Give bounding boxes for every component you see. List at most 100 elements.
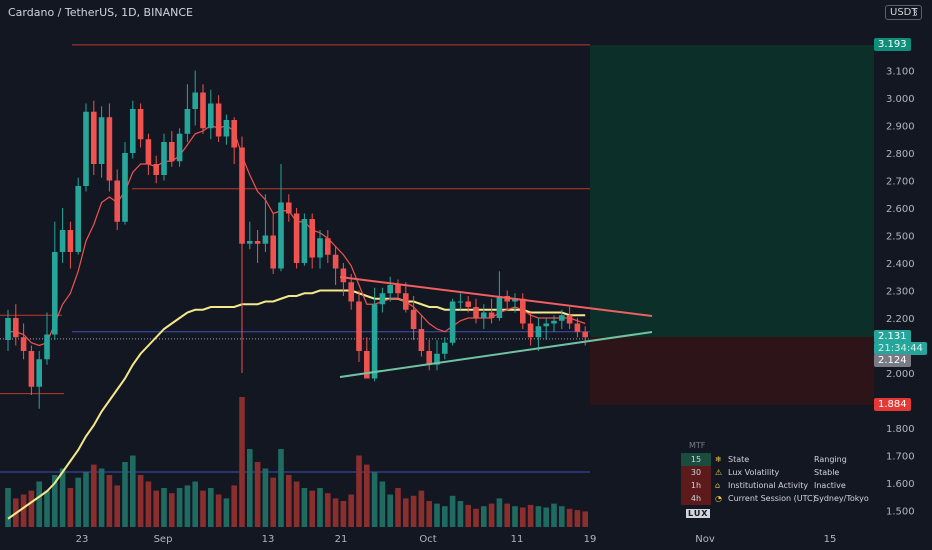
time-axis[interactable]: 23 Sep 13 21 Oct 11 19 Nov 15 [76,534,837,545]
candle-body [153,164,159,175]
candle-body [512,298,518,302]
stop-price-tag: 1.884 [874,398,911,411]
candle-body [106,117,113,181]
triangle-trendlines [339,276,653,378]
candle-body [169,142,175,162]
candle-body [465,301,471,307]
volume-bar [574,510,581,527]
volume-bar [395,488,401,527]
currency-badge[interactable]: USDT [885,5,923,20]
y-tick-label: 1.500 [886,507,915,518]
volume-bar [559,506,565,527]
candle-body [449,301,456,343]
snowflake-icon: ❄ [715,455,722,464]
candle-body [161,142,167,175]
candle-body [5,318,11,340]
x-tick-label: 11 [511,534,524,545]
volume-bar [106,475,113,527]
candle-body [309,219,315,258]
volume-bar [44,490,50,527]
y-tick-label: 2.800 [886,149,915,160]
volume-bar [262,468,269,527]
trade-zones [590,44,874,405]
volume-bar [332,498,339,527]
candle-body [13,318,19,338]
candle-body [457,301,464,303]
volume-bar [270,477,276,527]
ascending-trendline [339,331,653,378]
horizontal-levels [0,44,590,473]
candle-body [527,323,534,338]
candle-body [215,103,222,137]
candle-body [176,133,183,162]
candle-body [254,241,261,244]
candle-body [379,293,386,305]
volume-bar [137,475,144,527]
candle-body [488,312,495,318]
volume-bar [98,468,105,527]
volume-bar [434,503,440,527]
volume-bar [239,397,245,527]
volume-bar [67,488,74,527]
volume-bar [481,506,487,527]
candlesticks [5,70,588,409]
candle-body [582,331,588,338]
candle-body [434,353,440,365]
x-tick-label: 13 [262,534,275,545]
volume-bar [215,494,222,527]
candle-body [262,235,269,244]
volume-bar [457,501,464,527]
volume-bar [200,490,206,527]
y-tick-label: 1.600 [886,479,915,490]
volume-bar [496,498,503,527]
volume-bar [473,508,479,527]
y-tick-label: 2.300 [886,287,915,298]
volume-bar [371,472,378,527]
y-tick-label: 2.000 [886,369,915,380]
volume-bar [59,468,66,527]
dashboard-row: 15 ❄ State Ranging [681,453,881,466]
candle-body [114,180,120,222]
volume-bar [520,507,526,527]
candle-body [67,230,74,252]
x-tick-label: 19 [584,534,597,545]
volume-bar [512,506,518,527]
y-tick-label: 1.700 [886,452,915,463]
volume-bar [20,494,27,527]
price-axis[interactable]: 3.100 3.000 2.900 2.800 2.700 2.600 2.500 2.400… [886,67,915,518]
volume-bar [379,481,386,527]
volume-bar [566,508,573,527]
volume-bar [356,455,362,527]
volume-bar [426,501,432,527]
y-tick-label: 3.000 [886,94,915,105]
candle-body [83,111,89,186]
lux-brand: LUX [686,509,711,518]
candle-body [59,230,66,252]
volume-bar [91,464,97,527]
candle-body [418,329,425,351]
target-price-tag: 3.193 [874,38,911,51]
volume-bar [348,494,354,527]
candle-body [403,293,409,310]
candle-body [574,323,581,332]
candle-body [208,103,214,129]
countdown-tag: 21:34:44 [874,342,927,355]
volume-bar [403,498,409,527]
dashboard-label: Lux Volatility [728,468,780,477]
volume-bar [410,495,417,527]
timeframe-cell: 1h [681,479,711,492]
candle-body [247,241,253,244]
volume-bar [387,494,393,527]
entry-price-tag: 2.124 [874,354,911,367]
volume-bar [176,488,183,527]
timeframe-cell: 30 [681,466,711,479]
volume-bar [527,504,534,527]
volume-bar [130,455,136,527]
dashboard-row: 1h ⌂ Institutional Activity Inactive [681,479,881,492]
volume-bar [28,490,35,527]
volume-bar [488,503,495,527]
candle-body [301,219,308,263]
x-tick-label: 15 [824,534,837,545]
x-tick-label: Oct [419,534,436,545]
